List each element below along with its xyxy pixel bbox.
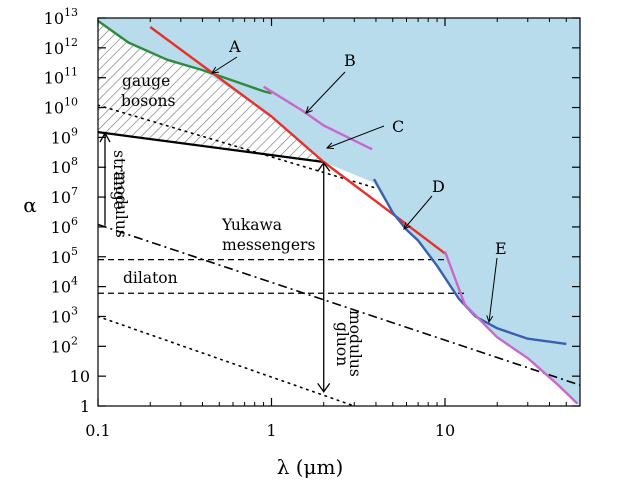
strange-modulus-arrow <box>99 131 111 226</box>
series-a-curve <box>98 19 272 95</box>
y-tick-label: 10 <box>70 367 90 386</box>
dilaton-label: dilaton <box>123 269 178 287</box>
y-tick-label: 106 <box>51 215 78 237</box>
y-tick-label: 107 <box>51 185 78 207</box>
y-tick-label: 102 <box>51 334 78 356</box>
svg-text:A: A <box>228 37 241 56</box>
svg-text:E: E <box>495 239 507 258</box>
gluon-modulus-arrow <box>317 161 331 393</box>
curve-label-c: C <box>325 117 404 150</box>
svg-text:B: B <box>344 51 356 70</box>
gluon-modulus-label-2: modulus <box>346 310 364 377</box>
x-tick-label: 10 <box>435 421 455 440</box>
y-tick-label: 109 <box>51 125 78 147</box>
curve-label-b: B <box>305 51 356 114</box>
x-tick-label: 0.1 <box>85 421 110 440</box>
series-c-curve <box>149 26 446 255</box>
gauge-bosons-hatched-region <box>98 20 324 163</box>
strange-dashdot-line <box>98 223 580 386</box>
curve-label-e: E <box>486 239 507 324</box>
x-axis-label: λ (μm) <box>277 455 344 479</box>
svg-text:D: D <box>432 177 445 196</box>
curve-label-a: A <box>211 37 241 74</box>
y-tick-label: 108 <box>51 155 78 177</box>
x-tick-label: 1 <box>266 421 276 440</box>
y-axis-label: α <box>23 193 37 217</box>
yukawa-label-1: Yukawa <box>221 216 282 234</box>
y-tick-label: 103 <box>51 304 78 326</box>
series-b-curve <box>262 85 373 151</box>
curve-label-d: D <box>403 177 445 230</box>
series-d-curve <box>372 178 567 346</box>
gauge-solid-line <box>98 131 324 164</box>
plot-frame <box>97 17 581 407</box>
gluon-modulus-label-1: gluon <box>333 322 351 366</box>
strange-modulus-label-2: modulus <box>112 171 130 238</box>
y-tick-label: 105 <box>51 245 78 267</box>
strange-modulus-label-1: strange <box>110 150 128 210</box>
strange-dotted-line <box>98 315 356 406</box>
svg-text:C: C <box>392 117 404 136</box>
y-tick-label: 1013 <box>44 6 78 28</box>
gauge-label-1: gauge <box>122 72 170 90</box>
y-tick-label: 1010 <box>44 96 78 118</box>
excluded-region <box>98 18 580 406</box>
y-tick-label: 1 <box>80 397 90 416</box>
gauge-dotted-line <box>98 104 377 189</box>
gauge-label-2: bosons <box>121 92 176 110</box>
yukawa-label-2: messengers <box>222 236 315 254</box>
series-e-curve <box>443 251 579 405</box>
y-tick-label: 104 <box>51 275 78 297</box>
y-tick-label: 1012 <box>44 36 78 58</box>
y-tick-label: 1011 <box>44 66 78 88</box>
